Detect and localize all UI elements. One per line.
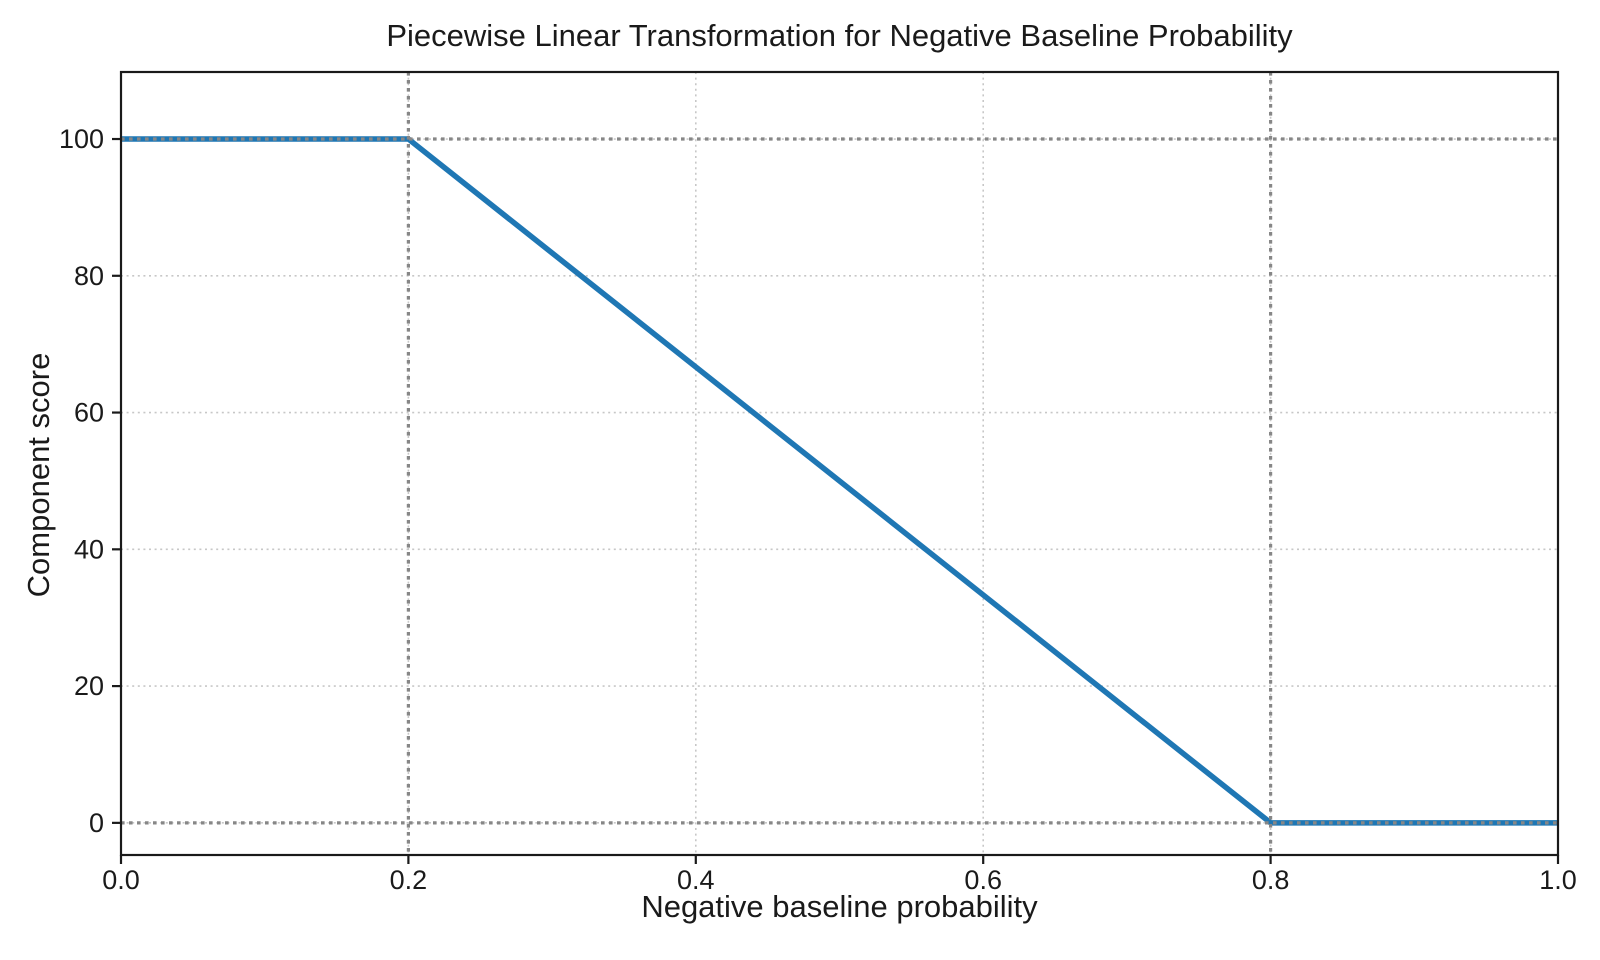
chart-title: Piecewise Linear Transformation for Nega… bbox=[386, 18, 1293, 53]
y-tick-label: 40 bbox=[74, 534, 104, 564]
y-tick-label: 0 bbox=[89, 808, 104, 838]
x-tick-label: 0.0 bbox=[102, 865, 140, 895]
x-tick-label: 0.2 bbox=[390, 865, 428, 895]
y-tick-label: 100 bbox=[59, 124, 104, 154]
x-tick-label: 0.8 bbox=[1252, 865, 1290, 895]
x-tick-label: 1.0 bbox=[1539, 865, 1577, 895]
y-tick-label: 60 bbox=[74, 398, 104, 428]
x-tick-label: 0.4 bbox=[677, 865, 715, 895]
y-tick-label: 80 bbox=[74, 261, 104, 291]
x-axis-label: Negative baseline probability bbox=[641, 889, 1038, 924]
y-tick-label: 20 bbox=[74, 671, 104, 701]
x-tick-label: 0.6 bbox=[964, 865, 1002, 895]
data-line bbox=[121, 136, 1558, 826]
axes-border bbox=[119, 70, 1560, 857]
